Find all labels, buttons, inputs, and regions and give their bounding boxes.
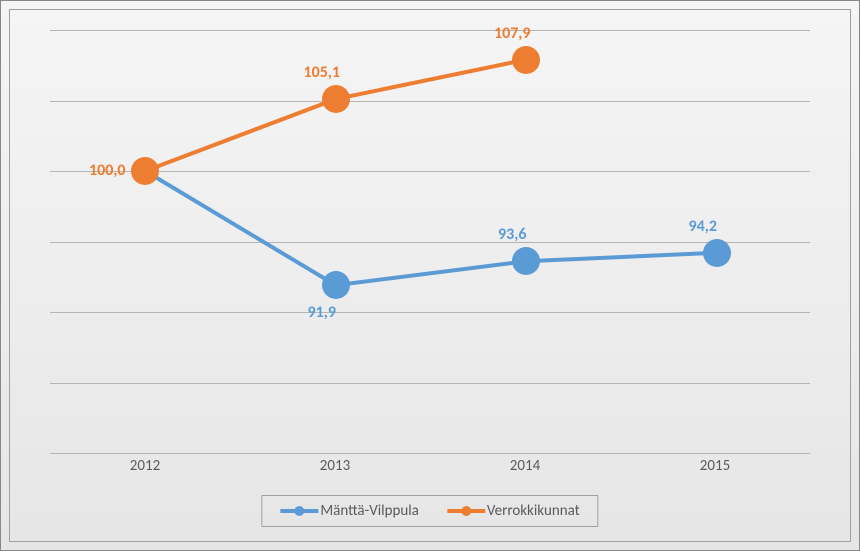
data-marker: [322, 85, 350, 113]
data-marker: [131, 157, 159, 185]
data-label: 100,0: [89, 161, 126, 180]
legend-item: Mänttä-Vilppula: [280, 502, 419, 520]
data-label: 94,2: [689, 217, 717, 236]
gridline: [50, 453, 810, 454]
data-marker: [322, 271, 350, 299]
data-marker: [703, 239, 731, 267]
data-label: 93,6: [498, 225, 526, 244]
x-axis-label: 2012: [50, 457, 240, 479]
chart-frame: 91,9 93,6 94,2 100,0 105,1 107,9 201220132014…: [9, 9, 851, 542]
series-lines: [50, 30, 812, 453]
chart-container: 91,9 93,6 94,2 100,0 105,1 107,9 201220132014…: [0, 0, 860, 551]
data-marker: [512, 247, 540, 275]
data-label: 107,9: [494, 24, 531, 43]
x-axis-label: 2013: [240, 457, 430, 479]
plot-area: 91,993,694,2100,0105,1107,9: [50, 30, 810, 451]
legend-label: Verrokkikunnat: [487, 502, 580, 520]
series-line: [145, 171, 717, 285]
legend-swatch: [447, 502, 485, 520]
data-label: 105,1: [303, 63, 340, 82]
legend-item: Verrokkikunnat: [447, 502, 580, 520]
data-marker: [512, 46, 540, 74]
legend-swatch: [280, 502, 318, 520]
legend-label: Mänttä-Vilppula: [320, 502, 419, 520]
x-axis-label: 2015: [620, 457, 810, 479]
legend: Mänttä-Vilppula Verrokkikunnat: [261, 495, 598, 527]
data-label: 91,9: [308, 303, 336, 322]
x-axis-labels: 2012201320142015: [50, 457, 810, 479]
x-axis-label: 2014: [430, 457, 620, 479]
